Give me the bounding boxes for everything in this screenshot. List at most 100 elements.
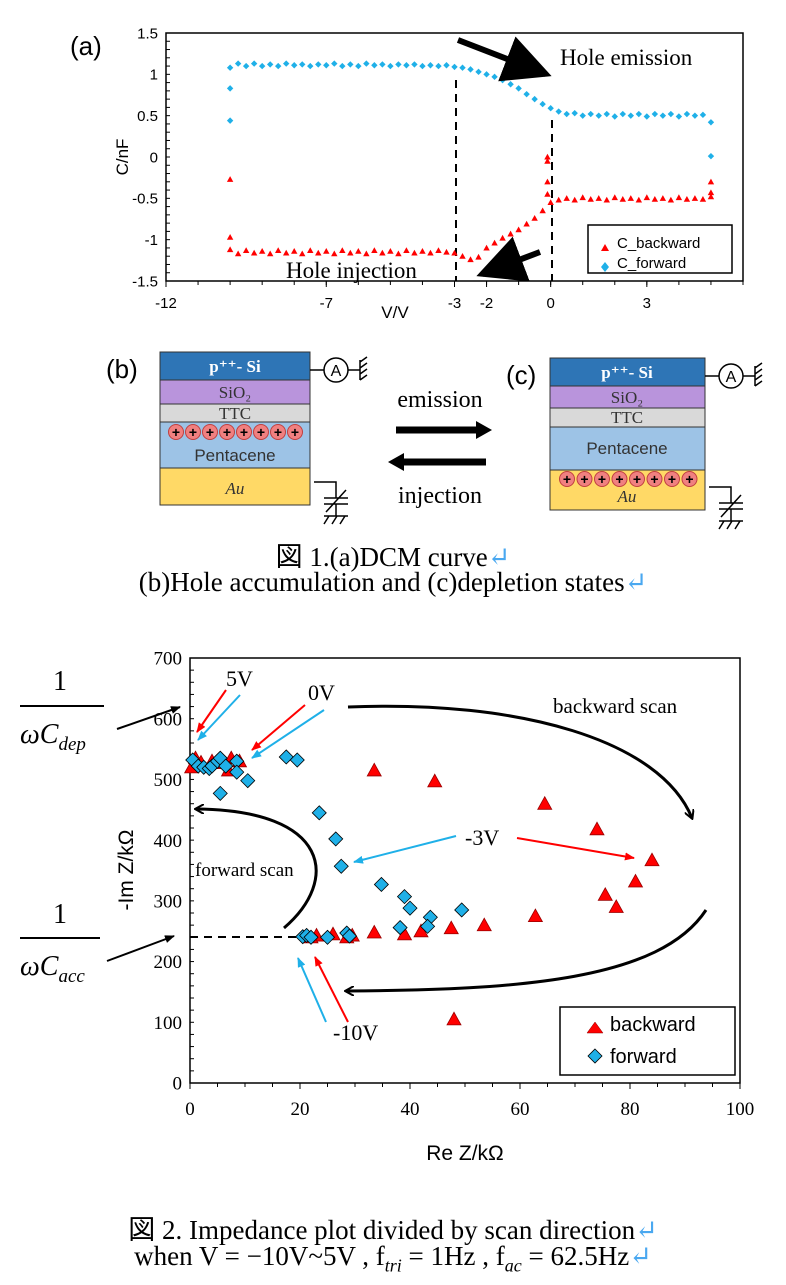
x-tick-label: 80 xyxy=(621,1099,640,1120)
y-tick-label: 600 xyxy=(154,709,183,730)
data-point-c-backward xyxy=(555,196,562,203)
data-point-c-backward xyxy=(467,256,474,263)
x-tick-label: 20 xyxy=(291,1099,310,1120)
data-point-c-backward xyxy=(544,157,551,164)
data-point-c-backward xyxy=(371,247,378,253)
caption-sub: ac xyxy=(504,1255,522,1276)
hole-icon xyxy=(681,471,698,487)
data-point-c-backward xyxy=(675,194,683,201)
data-point-c-forward xyxy=(242,62,250,70)
c-dep-numerator: 1 xyxy=(53,666,67,697)
ground-icon xyxy=(754,362,763,387)
legend-forward: forward xyxy=(610,1046,677,1068)
plus-icon: + xyxy=(206,424,214,440)
data-point-c-backward xyxy=(315,249,322,256)
data-point-forward xyxy=(333,858,349,874)
x-tick-label: 40 xyxy=(401,1099,420,1120)
data-point-c-backward xyxy=(523,220,530,227)
y-tick-label: 0 xyxy=(173,1074,183,1095)
data-point-c-forward xyxy=(635,110,643,118)
data-point-c-forward xyxy=(387,62,394,70)
data-point-c-backward xyxy=(419,248,426,254)
hole-icon xyxy=(559,471,575,487)
holes-row: + + + + + + + + xyxy=(168,424,303,440)
plus-icon: + xyxy=(580,471,588,487)
data-point-c-backward xyxy=(635,196,643,203)
data-point-forward xyxy=(328,831,344,847)
data-point-forward xyxy=(402,900,418,916)
data-point-c-backward xyxy=(603,196,610,203)
label-neg10v: -10V xyxy=(333,1020,378,1045)
data-point-c-forward xyxy=(443,62,450,69)
c-acc-fraction: 1 ωCacc xyxy=(20,899,175,987)
plus-icon: + xyxy=(598,471,606,487)
y-tick-label: 1 xyxy=(150,67,158,84)
data-point-c-backward xyxy=(707,178,715,185)
y-tick-label: -0.5 xyxy=(132,191,158,208)
data-point-forward xyxy=(420,918,436,934)
data-point-c-backward xyxy=(499,234,506,241)
legend-diamond-icon xyxy=(587,1048,603,1064)
data-point-forward xyxy=(396,889,413,905)
c-acc-denominator: ωCacc xyxy=(20,951,85,987)
data-point-c-backward xyxy=(691,195,699,201)
forward-scan-arrow xyxy=(196,809,318,930)
layer-au xyxy=(159,467,311,506)
data-point-c-backward xyxy=(443,248,450,255)
data-point-c-forward xyxy=(467,66,474,73)
return-mark-icon: ↵ xyxy=(629,1241,652,1271)
data-point-backward xyxy=(446,1011,462,1026)
data-point-c-backward xyxy=(531,214,538,221)
impedance-points xyxy=(183,749,660,1026)
data-point-c-forward xyxy=(315,61,322,68)
caption-sub: tri xyxy=(384,1255,402,1276)
return-mark-icon: ↵ xyxy=(635,1215,658,1245)
impedance-x-axis-title: Re Z/kΩ xyxy=(426,1142,504,1165)
figure1-caption-line2: (b)Hole accumulation and (c)depletion st… xyxy=(0,567,786,598)
dcm-y-axis-title: C/nF xyxy=(113,139,132,176)
data-point-c-backward xyxy=(387,248,394,254)
y-tick-label: 500 xyxy=(154,770,183,791)
data-point-c-backward xyxy=(707,193,715,200)
data-point-c-backward xyxy=(395,250,402,257)
label-forward-scan: forward scan xyxy=(195,860,294,881)
arrow-neg10v-forward xyxy=(297,957,327,1023)
data-point-c-backward xyxy=(475,253,482,260)
dcm-points xyxy=(226,60,715,263)
data-point-c-backward xyxy=(667,196,675,203)
data-point-forward xyxy=(278,749,294,765)
data-point-c-forward xyxy=(651,110,659,118)
layer-au-label: Au xyxy=(225,479,245,498)
layer-si-label: p⁺⁺- Si xyxy=(209,357,261,376)
y-tick-label: 200 xyxy=(154,952,183,973)
data-point-c-backward xyxy=(683,195,691,202)
c-dep-denominator: ωCdep xyxy=(20,719,86,755)
return-mark-icon: ↵ xyxy=(487,542,511,572)
caption-text: = 1Hz , f xyxy=(401,1241,505,1271)
dcm-axes: -12 -7 -3 -2 0 3 1.5 1 0.5 0 -0.5 -1 -1.5 xyxy=(132,25,744,312)
data-point-c-backward xyxy=(347,249,354,256)
data-point-c-backward xyxy=(250,249,258,256)
layer-ttc-label: TTC xyxy=(611,408,643,427)
hole-icon xyxy=(594,471,610,487)
legend-diamond-icon xyxy=(601,262,609,272)
x-tick-label: -2 xyxy=(480,295,493,312)
data-point-c-forward xyxy=(539,100,546,108)
data-point-c-forward xyxy=(226,64,234,71)
data-point-c-forward xyxy=(563,110,570,118)
device-diagram-c: (c) p⁺⁺- Si SiO₂ TTC Pentacene Au + + + + + +… xyxy=(506,357,763,530)
panel-b-label: (b) xyxy=(106,354,138,384)
figure2-caption-line1: 図 2. Impedance plot divided by scan dire… xyxy=(0,1208,786,1247)
emission-label: emission xyxy=(397,387,482,413)
data-point-c-forward xyxy=(707,119,715,126)
data-point-c-forward xyxy=(379,61,386,68)
data-point-c-backward xyxy=(323,248,330,254)
data-point-c-forward xyxy=(339,62,346,70)
data-point-c-forward xyxy=(371,62,378,69)
data-point-backward xyxy=(366,924,382,939)
data-point-c-backward xyxy=(274,247,282,253)
y-tick-label: 300 xyxy=(154,892,183,913)
data-point-c-backward xyxy=(507,230,514,237)
data-point-forward xyxy=(392,920,408,936)
